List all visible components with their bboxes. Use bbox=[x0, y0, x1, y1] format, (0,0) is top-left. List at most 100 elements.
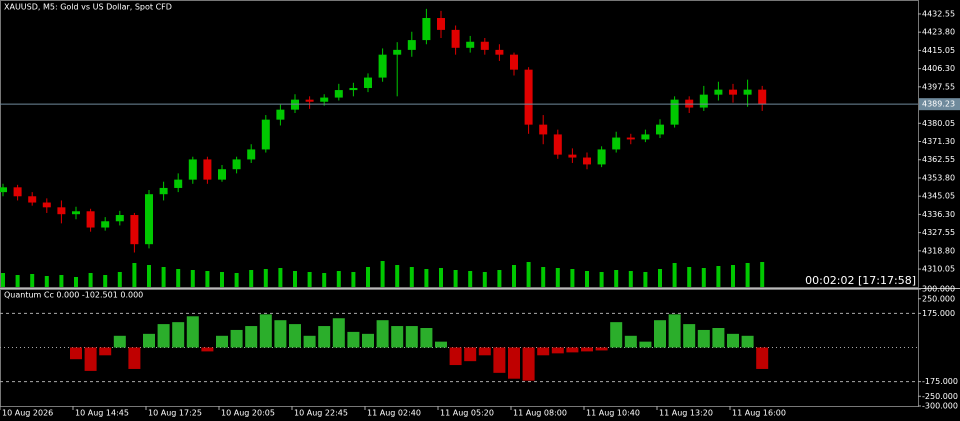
volume-bar bbox=[59, 275, 64, 287]
candle-body bbox=[72, 211, 80, 215]
candle-body bbox=[568, 154, 577, 158]
x-tick-label: 11 Aug 16:00 bbox=[732, 409, 786, 418]
candle-body bbox=[159, 187, 168, 195]
volume-bar bbox=[15, 275, 20, 287]
candle-body bbox=[145, 194, 153, 245]
y-tick-label: 4406.30 bbox=[922, 64, 955, 73]
candle-body bbox=[28, 196, 37, 203]
volume-bar bbox=[716, 266, 721, 287]
histogram-bar bbox=[113, 335, 126, 348]
histogram-bar bbox=[332, 318, 345, 348]
volume-bar bbox=[468, 271, 473, 287]
histogram-bar bbox=[595, 347, 608, 351]
histogram-bar bbox=[464, 347, 477, 362]
histogram-bar bbox=[478, 347, 491, 356]
volume-bar bbox=[74, 277, 78, 287]
volume-bar bbox=[234, 273, 239, 287]
candle-body bbox=[42, 202, 51, 208]
volume-bar bbox=[395, 265, 400, 287]
candle-body bbox=[743, 89, 752, 95]
candle-body bbox=[203, 159, 212, 180]
candle-body bbox=[685, 99, 694, 108]
candle-body bbox=[320, 97, 329, 102]
histogram-bar bbox=[581, 347, 593, 352]
volume-bar bbox=[526, 262, 531, 287]
volume-bar bbox=[263, 269, 268, 287]
y-tick-label: 4380.05 bbox=[922, 119, 955, 128]
histogram-bar bbox=[727, 333, 739, 348]
volume-bar bbox=[570, 269, 575, 287]
y-tick-label: -250.000 bbox=[922, 392, 958, 401]
candle-body bbox=[247, 149, 256, 160]
histogram-bar bbox=[201, 347, 214, 352]
volume-bar bbox=[628, 271, 633, 287]
y-tick-label: 250.000 bbox=[922, 294, 955, 303]
volume-bar bbox=[176, 269, 181, 287]
candle-body bbox=[758, 89, 767, 105]
histogram-bar bbox=[186, 316, 199, 348]
y-tick-label: 175.000 bbox=[922, 309, 955, 318]
candle-body bbox=[188, 159, 197, 180]
current-price-label: 4389.23 bbox=[922, 100, 955, 109]
volume-bar bbox=[512, 265, 516, 287]
volume-bar bbox=[745, 263, 750, 287]
y-tick-label: 4432.55 bbox=[922, 9, 955, 18]
histogram-bar bbox=[128, 347, 141, 369]
volume-bar bbox=[278, 268, 283, 287]
candle-body bbox=[130, 215, 139, 245]
volume-bar bbox=[293, 271, 297, 287]
volume-bar bbox=[482, 272, 487, 287]
volume-bar bbox=[30, 274, 35, 287]
histogram-bar bbox=[712, 328, 725, 348]
y-tick-label: 4371.30 bbox=[922, 137, 955, 146]
histogram-bar bbox=[405, 326, 418, 348]
histogram-bar bbox=[84, 347, 97, 371]
histogram-bar bbox=[697, 329, 710, 348]
candle-body bbox=[641, 134, 650, 140]
histogram-bar bbox=[376, 320, 389, 348]
histogram-bar bbox=[318, 326, 331, 348]
candle-body bbox=[364, 77, 372, 88]
candle-body bbox=[232, 159, 241, 170]
volume-bar bbox=[424, 269, 429, 287]
bar-timer: 00:02:02 [17:17:58] bbox=[805, 274, 916, 287]
histogram-bar bbox=[741, 335, 754, 348]
candle-body bbox=[524, 69, 533, 125]
candle-body bbox=[553, 134, 562, 155]
histogram-bar bbox=[566, 347, 579, 353]
volume-bar bbox=[760, 262, 765, 287]
x-tick-label: 11 Aug 05:20 bbox=[440, 409, 494, 418]
y-tick-label: 4336.30 bbox=[922, 210, 955, 219]
volume-bar bbox=[190, 270, 195, 287]
volume-bar bbox=[161, 267, 166, 287]
histogram-bar bbox=[508, 347, 520, 379]
volume-bar bbox=[220, 272, 224, 287]
volume-bar bbox=[599, 272, 604, 287]
x-tick-label: 10 Aug 14:45 bbox=[75, 409, 129, 418]
candle-body bbox=[174, 179, 183, 188]
candle-body bbox=[495, 49, 504, 55]
histogram-bar bbox=[143, 333, 155, 348]
histogram-bar bbox=[624, 335, 637, 348]
x-tick-label: 11 Aug 02:40 bbox=[367, 409, 421, 418]
histogram-bar bbox=[493, 347, 506, 373]
volume-bar bbox=[643, 272, 648, 287]
candle-body bbox=[349, 87, 358, 91]
x-tick-label: 10 Aug 20:05 bbox=[221, 409, 275, 418]
candle-body bbox=[539, 124, 548, 135]
candle-body bbox=[466, 41, 475, 48]
histogram-bar bbox=[639, 341, 652, 348]
candle-body bbox=[57, 207, 66, 215]
candle-body bbox=[13, 187, 22, 197]
volume-bar bbox=[439, 268, 443, 287]
histogram-bar bbox=[610, 322, 623, 348]
histogram-bar bbox=[230, 329, 243, 348]
volume-bar bbox=[103, 275, 108, 287]
histogram-bar bbox=[362, 333, 374, 348]
candle-body bbox=[305, 99, 314, 102]
histogram-bar bbox=[537, 347, 550, 356]
volume-bar bbox=[44, 276, 49, 287]
candle-body bbox=[393, 49, 402, 55]
volume-bar bbox=[147, 265, 151, 287]
histogram-bar bbox=[347, 331, 360, 348]
